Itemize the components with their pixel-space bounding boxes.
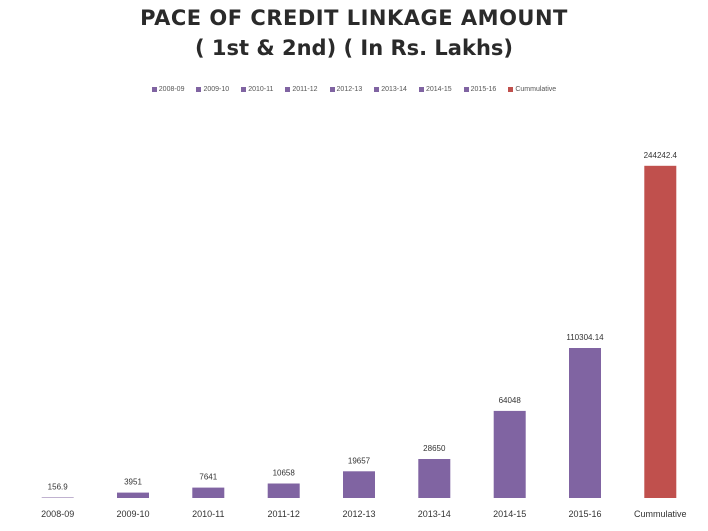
data-label: 28650: [423, 444, 446, 453]
legend-label: 2013-14: [381, 86, 407, 93]
data-label: 7641: [199, 473, 217, 482]
data-label: 156.9: [48, 483, 69, 492]
legend-label: Cummulative: [515, 86, 557, 93]
x-tick-label: 2009-10: [116, 509, 149, 519]
bar-2015-16: [569, 348, 601, 498]
chart-subtitle: ( 1st & 2nd) ( In Rs. Lakhs): [194, 36, 513, 60]
data-label: 3951: [124, 478, 142, 487]
chart-title: PACE OF CREDIT LINKAGE AMOUNT: [140, 6, 568, 30]
bar-2009-10: [117, 492, 149, 498]
data-label: 110304.14: [566, 333, 604, 342]
legend-item: 2011-12: [285, 86, 318, 93]
chart-legend: 2008-09 2009-10 2010-11 2011-12 2012-13 2013-…: [0, 86, 708, 93]
data-label: 244242.4: [644, 151, 678, 160]
legend-item: Cummulative: [508, 86, 556, 93]
legend-item: 2012-13: [329, 86, 363, 93]
legend-swatch: [151, 87, 157, 92]
legend-label: 2012-13: [336, 86, 363, 93]
legend-label: 2015-16: [470, 86, 497, 93]
bar-cumulative: [644, 165, 677, 499]
x-tick-label: Cummulative: [634, 509, 687, 519]
bar-2010-11: [192, 487, 225, 498]
x-tick-label: 2011-12: [268, 509, 300, 519]
legend-item: 2008-09: [151, 86, 185, 93]
legend-label: 2008-09: [158, 86, 185, 93]
legend-item: 2010-11: [241, 86, 273, 93]
bar-2014-15: [493, 410, 526, 498]
legend-swatch: [329, 87, 335, 92]
legend-item: 2014-15: [418, 86, 452, 93]
legend-item: 2013-14: [374, 86, 407, 93]
x-tick-label: 2015-16: [568, 509, 601, 519]
legend-label: 2010-11: [248, 86, 274, 93]
bar-2011-12: [267, 483, 300, 498]
data-label: 10658: [273, 469, 296, 478]
legend-swatch: [463, 87, 469, 92]
data-label: 19657: [348, 456, 371, 465]
legend-label: 2014-15: [425, 86, 452, 93]
legend-item: 2015-16: [463, 86, 497, 93]
legend-label: 2011-12: [292, 86, 318, 93]
legend-swatch: [285, 87, 291, 92]
legend-swatch: [508, 87, 514, 92]
data-label: 64048: [499, 396, 522, 405]
legend-swatch: [196, 87, 202, 92]
legend-item: 2009-10: [196, 86, 229, 93]
bar-2008-09: [41, 497, 74, 498]
x-tick-label: 2008-09: [41, 509, 74, 519]
legend-swatch: [374, 87, 380, 92]
x-tick-label: 2010-11: [192, 509, 224, 519]
x-tick-label: 2014-15: [493, 509, 526, 519]
legend-label: 2009-10: [203, 86, 230, 93]
bar-2012-13: [343, 471, 375, 498]
x-tick-label: 2013-14: [418, 509, 451, 519]
legend-swatch: [418, 87, 424, 92]
legend-swatch: [241, 87, 247, 92]
x-tick-label: 2012-13: [342, 509, 375, 519]
bar-2013-14: [418, 459, 451, 498]
